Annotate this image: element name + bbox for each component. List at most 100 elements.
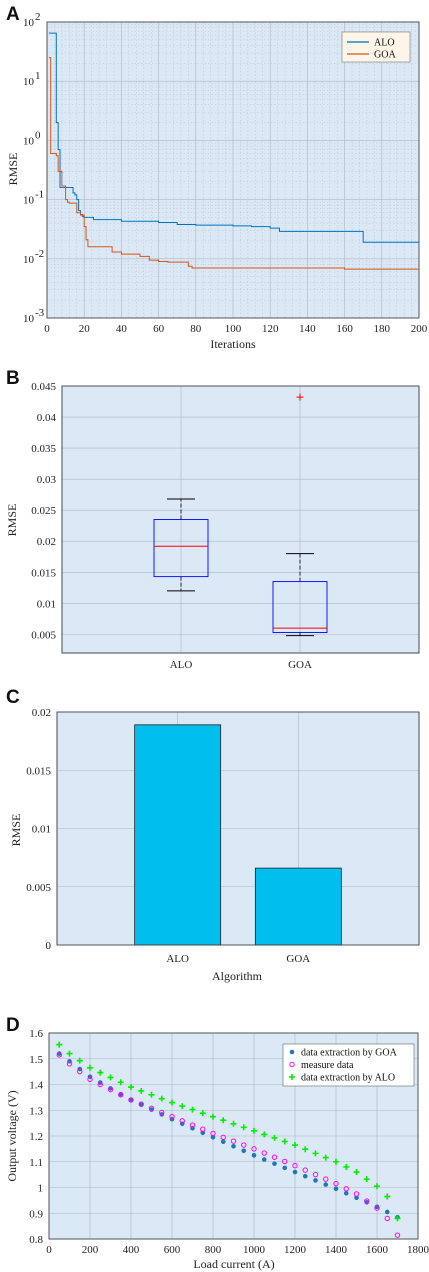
plot-border	[61, 385, 420, 654]
box-iqr	[272, 581, 328, 633]
y-tick-label: 0.005	[26, 882, 51, 894]
data-point	[384, 1215, 390, 1222]
y-tick-label: 0.045	[31, 381, 56, 393]
data-point	[56, 1052, 62, 1058]
data-point	[282, 1165, 288, 1171]
x-tick-label: 140	[299, 323, 316, 335]
box-alo	[153, 498, 209, 592]
data-point	[189, 1106, 196, 1113]
data-point	[292, 1162, 298, 1169]
x-tick-label: 160	[336, 323, 353, 335]
data-point	[128, 1097, 134, 1103]
data-point	[353, 1191, 360, 1197]
y-tick-label: 1	[38, 1183, 44, 1195]
legend-marker	[289, 1049, 295, 1055]
data-point	[76, 1057, 83, 1064]
y-axis-label: RMSE	[6, 153, 20, 186]
data-point	[87, 1076, 93, 1083]
x-tick-label: 100	[225, 323, 242, 335]
y-tick-label: 0.015	[31, 567, 56, 579]
data-point	[138, 1087, 145, 1094]
panel-label: B	[6, 368, 20, 389]
data-point	[343, 1190, 349, 1196]
x-tick-label: GOA	[288, 659, 312, 671]
data-point	[353, 1169, 360, 1176]
chart-panel-c: C 0 0.005 0.01 0.015 0.02 ALO GOA Algorithm RMSE	[6, 687, 420, 983]
y-tick-label: 0.03	[37, 474, 57, 486]
data-point	[384, 1193, 391, 1200]
bar-alo	[134, 724, 222, 946]
y-tick-label: 0.8	[29, 1234, 43, 1246]
y-tick-exponent: -2	[35, 248, 44, 260]
data-point	[333, 1180, 339, 1187]
outlier-marker	[296, 393, 304, 401]
plot-border	[46, 21, 420, 319]
data-point	[118, 1092, 124, 1098]
x-tick-label: ALO	[166, 953, 189, 965]
x-tick-label: 40	[116, 323, 128, 335]
y-tick-label: 0.9	[29, 1208, 43, 1220]
data-point	[251, 1146, 257, 1152]
data-point	[128, 1097, 134, 1103]
y-tick-label: 10	[23, 17, 35, 29]
y-axis-label: Output voltage (V)	[5, 1090, 19, 1181]
x-axis-label: Iterations	[210, 337, 256, 351]
data-point	[210, 1113, 216, 1120]
legend-marker	[289, 1061, 295, 1068]
legend-marker	[289, 1074, 295, 1080]
data-point	[189, 1122, 196, 1128]
data-point	[292, 1142, 298, 1149]
x-tick-label: 1600	[366, 1244, 389, 1256]
data-point	[241, 1142, 247, 1148]
series-line-alo	[48, 32, 420, 243]
data-point	[87, 1064, 93, 1071]
y-tick-label: 0	[46, 940, 52, 952]
data-point	[200, 1126, 206, 1132]
x-tick-label: 200	[411, 323, 428, 335]
data-point	[394, 1215, 401, 1222]
data-point	[343, 1163, 350, 1170]
data-point	[374, 1205, 380, 1211]
panel-label: D	[6, 1015, 20, 1036]
legend-label: data extraction by ALO	[301, 1072, 395, 1083]
data-point	[363, 1176, 370, 1183]
data-point	[220, 1134, 226, 1140]
y-tick-label: 1.6	[29, 1028, 43, 1040]
data-point	[117, 1079, 124, 1086]
x-tick-label: GOA	[286, 953, 310, 965]
legend-box	[282, 1043, 415, 1087]
data-point	[302, 1167, 308, 1173]
data-point	[271, 1134, 278, 1141]
x-axis-label: Load current (A)	[193, 1257, 274, 1271]
panel-label: A	[6, 4, 20, 25]
series-3	[56, 1041, 401, 1222]
y-tick-label: 1.4	[29, 1080, 43, 1092]
data-point	[148, 1091, 155, 1098]
chart-panel-a: A0 20 40 60 80 100 120 140 160 180 20010-310-210-1…	[6, 4, 428, 351]
x-tick-label: 1800	[407, 1244, 429, 1256]
x-tick-label: 1000	[243, 1244, 266, 1256]
x-tick-label: 120	[262, 323, 279, 335]
y-tick-label: 0.025	[31, 505, 56, 517]
data-point	[97, 1069, 104, 1076]
data-point	[159, 1109, 165, 1116]
data-point	[230, 1120, 237, 1127]
data-point	[261, 1131, 268, 1138]
data-point	[56, 1041, 63, 1048]
data-point	[241, 1148, 247, 1154]
data-point	[312, 1150, 319, 1157]
y-tick-exponent: -1	[35, 189, 44, 201]
legend-label: data extraction by GOA	[301, 1047, 398, 1058]
data-point	[231, 1144, 236, 1149]
data-point	[240, 1124, 247, 1131]
data-point	[66, 1061, 73, 1067]
data-point	[333, 1158, 339, 1165]
data-point	[169, 1113, 175, 1120]
data-point	[302, 1146, 309, 1153]
y-tick-label: 0.02	[32, 707, 51, 719]
data-point	[261, 1157, 267, 1162]
x-axis-label: Algorithm	[212, 969, 263, 983]
data-point	[210, 1134, 216, 1140]
data-point	[312, 1171, 319, 1178]
series-line-goa	[48, 57, 419, 270]
